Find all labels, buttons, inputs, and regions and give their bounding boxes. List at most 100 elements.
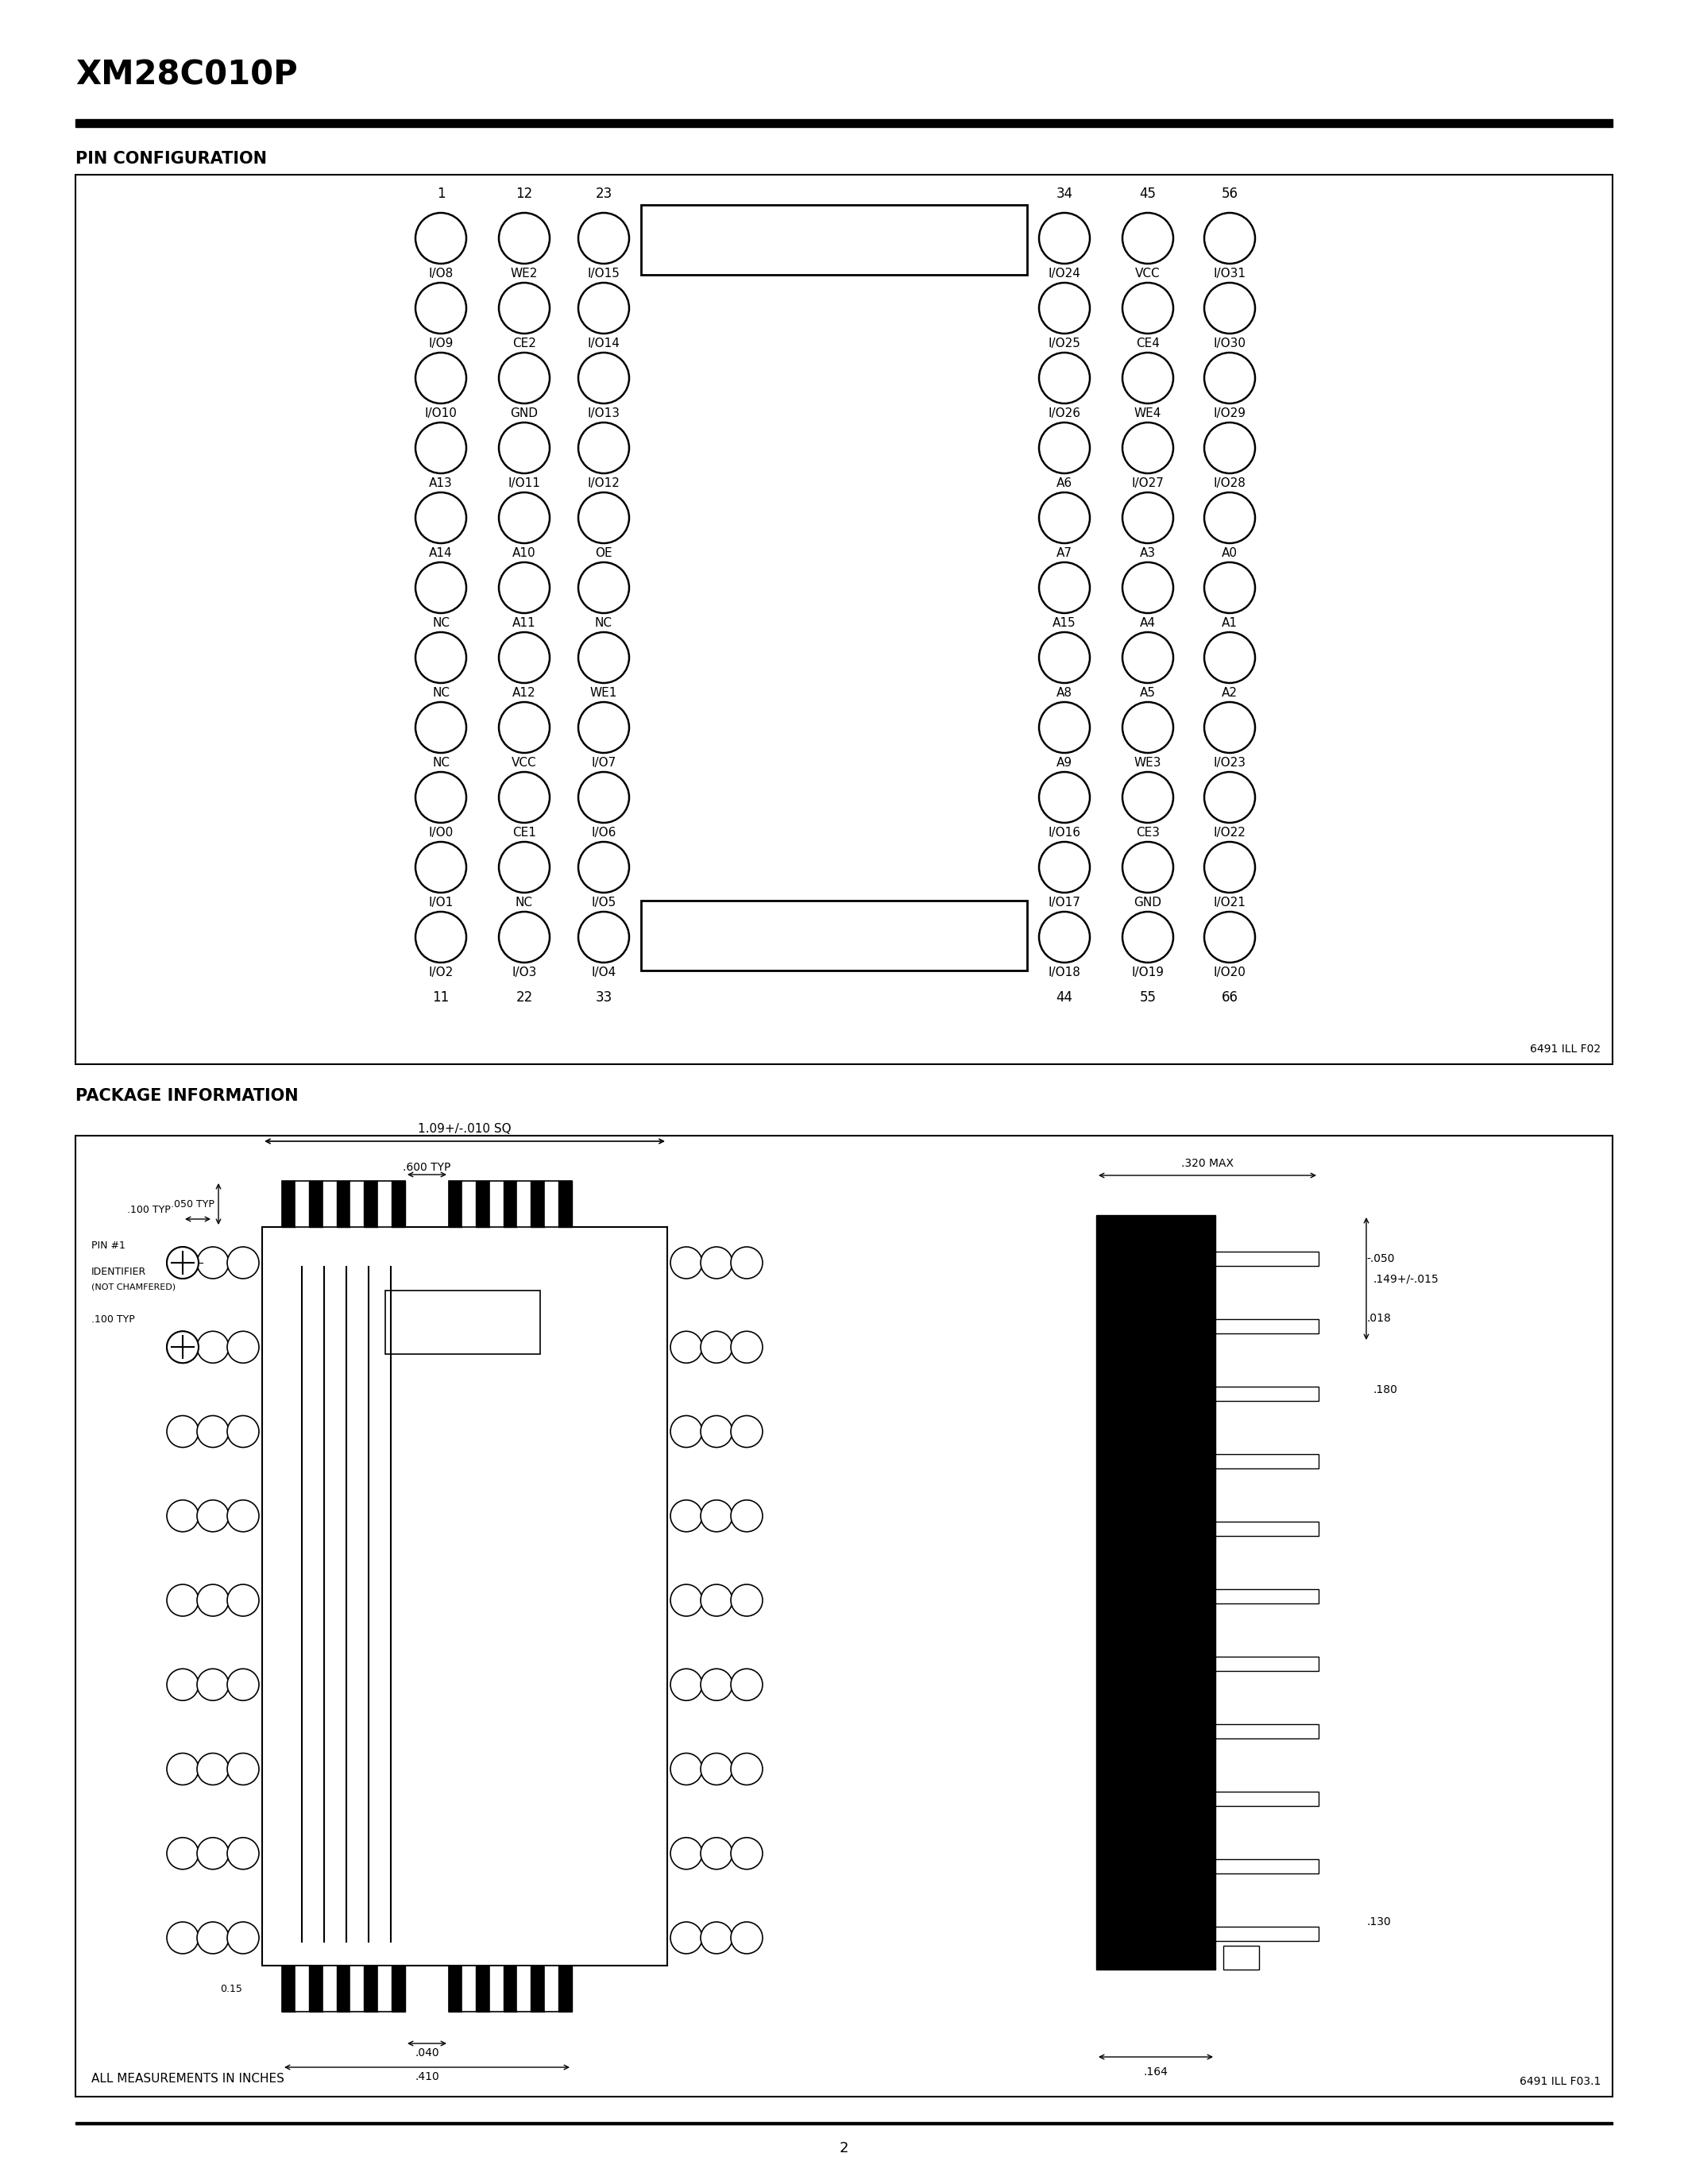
Text: PIN CONFIGURATION: PIN CONFIGURATION xyxy=(76,151,267,166)
Circle shape xyxy=(167,1754,199,1784)
Circle shape xyxy=(500,352,550,404)
Circle shape xyxy=(1123,771,1173,823)
Text: I/O30: I/O30 xyxy=(1214,339,1246,349)
Circle shape xyxy=(701,1415,733,1448)
Bar xyxy=(1215,1926,1318,1942)
Text: 55: 55 xyxy=(1139,989,1156,1005)
Circle shape xyxy=(1040,352,1090,404)
Text: .600 TYP: .600 TYP xyxy=(403,1162,451,1173)
Circle shape xyxy=(228,1583,258,1616)
Bar xyxy=(1215,1251,1318,1267)
Circle shape xyxy=(670,1922,702,1955)
Text: .040: .040 xyxy=(415,2046,439,2060)
Bar xyxy=(282,1182,405,1227)
Bar xyxy=(351,1182,365,1227)
Text: .164: .164 xyxy=(1143,2066,1168,2077)
Circle shape xyxy=(500,911,550,963)
Circle shape xyxy=(500,561,550,614)
Circle shape xyxy=(197,1332,230,1363)
Text: .320 MAX: .320 MAX xyxy=(1182,1158,1234,1168)
Text: XM28C010P: XM28C010P xyxy=(76,59,297,92)
Circle shape xyxy=(500,631,550,684)
Text: A4: A4 xyxy=(1139,618,1156,629)
Circle shape xyxy=(579,841,630,893)
Text: A15: A15 xyxy=(1053,618,1077,629)
Text: WE1: WE1 xyxy=(591,688,618,699)
Text: (NOT CHAMFERED): (NOT CHAMFERED) xyxy=(91,1282,176,1291)
Text: OE: OE xyxy=(596,548,613,559)
Circle shape xyxy=(197,1500,230,1531)
Text: PACKAGE INFORMATION: PACKAGE INFORMATION xyxy=(76,1088,299,1103)
Bar xyxy=(532,1966,545,2011)
Text: I/O4: I/O4 xyxy=(591,968,616,978)
Circle shape xyxy=(1123,631,1173,684)
Text: 22: 22 xyxy=(517,989,533,1005)
Circle shape xyxy=(1123,491,1173,544)
Text: A9: A9 xyxy=(1057,758,1072,769)
Circle shape xyxy=(1123,352,1173,404)
Circle shape xyxy=(731,1583,763,1616)
Circle shape xyxy=(167,1500,199,1531)
Circle shape xyxy=(228,1500,258,1531)
Text: A10: A10 xyxy=(513,548,537,559)
Text: NC: NC xyxy=(594,618,613,629)
Text: 2: 2 xyxy=(839,2140,849,2156)
Circle shape xyxy=(167,1922,199,1955)
Text: CE3: CE3 xyxy=(1136,828,1160,839)
Circle shape xyxy=(579,491,630,544)
Text: I/O22: I/O22 xyxy=(1214,828,1246,839)
Bar xyxy=(365,1966,378,2011)
Circle shape xyxy=(1204,561,1256,614)
Circle shape xyxy=(1040,282,1090,334)
Circle shape xyxy=(1040,422,1090,474)
Circle shape xyxy=(670,1247,702,1278)
Circle shape xyxy=(579,771,630,823)
Bar xyxy=(392,1966,405,2011)
Text: WE2: WE2 xyxy=(510,269,538,280)
Circle shape xyxy=(701,1922,733,1955)
Bar xyxy=(282,1966,295,2011)
Text: I/O17: I/O17 xyxy=(1048,898,1080,909)
Bar xyxy=(336,1182,351,1227)
Text: I/O2: I/O2 xyxy=(429,968,454,978)
Bar xyxy=(1215,1319,1318,1334)
Circle shape xyxy=(228,1922,258,1955)
Bar xyxy=(76,2123,1612,2125)
Text: I/O25: I/O25 xyxy=(1048,339,1080,349)
Text: PIN #1: PIN #1 xyxy=(91,1241,125,1251)
Circle shape xyxy=(197,1247,230,1278)
Bar xyxy=(463,1182,476,1227)
Bar xyxy=(295,1966,309,2011)
Text: I/O1: I/O1 xyxy=(429,898,454,909)
Bar xyxy=(282,1966,405,2011)
Text: 23: 23 xyxy=(596,186,613,201)
Text: NC: NC xyxy=(432,688,449,699)
Circle shape xyxy=(415,282,466,334)
Text: GND: GND xyxy=(1134,898,1161,909)
Bar xyxy=(322,1182,336,1227)
Bar xyxy=(378,1966,392,2011)
Text: I/O21: I/O21 xyxy=(1214,898,1246,909)
Circle shape xyxy=(731,1415,763,1448)
Bar xyxy=(1215,1387,1318,1400)
Circle shape xyxy=(197,1669,230,1701)
Text: I/O3: I/O3 xyxy=(511,968,537,978)
Text: I/O24: I/O24 xyxy=(1048,269,1080,280)
Text: GND: GND xyxy=(510,408,538,419)
Circle shape xyxy=(1204,352,1256,404)
Text: I/O0: I/O0 xyxy=(429,828,454,839)
Circle shape xyxy=(731,1922,763,1955)
Circle shape xyxy=(1040,911,1090,963)
Circle shape xyxy=(1040,491,1090,544)
Text: I/O10: I/O10 xyxy=(425,408,457,419)
Circle shape xyxy=(1123,701,1173,753)
Circle shape xyxy=(1204,422,1256,474)
Circle shape xyxy=(197,1583,230,1616)
Circle shape xyxy=(415,771,466,823)
Text: .018: .018 xyxy=(1366,1313,1391,1324)
Text: .100 TYP: .100 TYP xyxy=(127,1206,170,1214)
Circle shape xyxy=(167,1583,199,1616)
Text: I/O6: I/O6 xyxy=(591,828,616,839)
Text: I/O8: I/O8 xyxy=(429,269,454,280)
Bar xyxy=(76,1136,1612,2097)
